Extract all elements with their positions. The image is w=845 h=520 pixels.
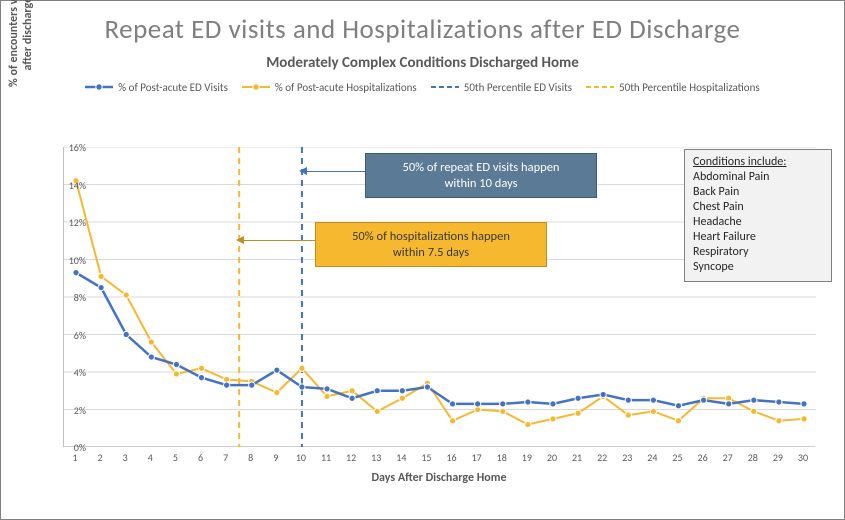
y-tick-label: 4% bbox=[56, 366, 86, 379]
y-tick-label: 14% bbox=[56, 179, 86, 192]
x-tick-label: 22 bbox=[593, 451, 611, 464]
y-tick-label: 8% bbox=[56, 291, 86, 304]
y-tick-label: 16% bbox=[56, 141, 86, 154]
conditions-list: Abdominal PainBack PainChest PainHeadach… bbox=[693, 170, 823, 275]
x-tick-label: 9 bbox=[267, 451, 285, 464]
x-tick-label: 7 bbox=[217, 451, 235, 464]
x-tick-label: 19 bbox=[518, 451, 536, 464]
x-tick-label: 1 bbox=[66, 451, 84, 464]
x-tick-label: 11 bbox=[317, 451, 335, 464]
y-tick-label: 2% bbox=[56, 404, 86, 417]
y-tick-label: 12% bbox=[56, 216, 86, 229]
x-tick-label: 21 bbox=[568, 451, 586, 464]
line-marker-icon bbox=[85, 80, 113, 94]
x-tick-label: 23 bbox=[618, 451, 636, 464]
legend-item-p50-hosp: 50th Percentile Hospitalizations bbox=[586, 80, 760, 94]
x-tick-label: 16 bbox=[443, 451, 461, 464]
x-tick-label: 25 bbox=[668, 451, 686, 464]
conditions-item: Respiratory bbox=[693, 245, 823, 260]
x-tick-label: 30 bbox=[794, 451, 812, 464]
conditions-item: Headache bbox=[693, 215, 823, 230]
legend-item-p50-ed: 50th Percentile ED Visits bbox=[431, 80, 572, 94]
callout-hospitalizations: 50% of hospitalizations happen within 7.… bbox=[315, 222, 547, 267]
legend-label: % of Post-acute Hospitalizations bbox=[275, 81, 417, 94]
x-tick-label: 27 bbox=[719, 451, 737, 464]
main-title: Repeat ED visits and Hospitalizations af… bbox=[1, 1, 844, 48]
x-tick-label: 18 bbox=[493, 451, 511, 464]
conditions-title: Conditions include: bbox=[693, 155, 823, 170]
line-marker-icon bbox=[242, 80, 270, 94]
x-tick-label: 8 bbox=[242, 451, 260, 464]
legend-label: 50th Percentile Hospitalizations bbox=[619, 81, 760, 94]
x-tick-label: 14 bbox=[392, 451, 410, 464]
dashed-line-icon bbox=[431, 80, 459, 94]
y-tick-label: 6% bbox=[56, 329, 86, 342]
x-tick-label: 28 bbox=[744, 451, 762, 464]
chart-subtitle: Moderately Complex Conditions Discharged… bbox=[1, 48, 844, 76]
conditions-item: Back Pain bbox=[693, 185, 823, 200]
x-axis-label: Days After Discharge Home bbox=[63, 471, 815, 485]
x-tick-label: 29 bbox=[769, 451, 787, 464]
x-tick-label: 13 bbox=[367, 451, 385, 464]
x-tick-label: 24 bbox=[643, 451, 661, 464]
y-axis-label: % of encounters within 30 Days after dis… bbox=[7, 0, 36, 159]
legend-item-ed-visits: % of Post-acute ED Visits bbox=[85, 80, 228, 94]
x-tick-label: 10 bbox=[292, 451, 310, 464]
x-tick-label: 4 bbox=[141, 451, 159, 464]
conditions-box: Conditions include: Abdominal PainBack P… bbox=[684, 149, 832, 282]
x-tick-label: 6 bbox=[192, 451, 210, 464]
x-tick-label: 15 bbox=[417, 451, 435, 464]
conditions-item: Abdominal Pain bbox=[693, 170, 823, 185]
x-tick-label: 17 bbox=[468, 451, 486, 464]
conditions-item: Chest Pain bbox=[693, 200, 823, 215]
x-tick-label: 20 bbox=[543, 451, 561, 464]
x-tick-label: 5 bbox=[166, 451, 184, 464]
dashed-line-icon bbox=[586, 80, 614, 94]
x-tick-label: 2 bbox=[91, 451, 109, 464]
legend-label: 50th Percentile ED Visits bbox=[464, 81, 572, 94]
conditions-item: Heart Failure bbox=[693, 230, 823, 245]
legend: % of Post-acute ED Visits % of Post-acut… bbox=[1, 76, 844, 98]
x-tick-label: 12 bbox=[342, 451, 360, 464]
legend-item-hospitalizations: % of Post-acute Hospitalizations bbox=[242, 80, 417, 94]
callout-ed-visits: 50% of repeat ED visits happen within 10… bbox=[365, 153, 597, 198]
legend-label: % of Post-acute ED Visits bbox=[118, 81, 228, 94]
conditions-item: Syncope bbox=[693, 260, 823, 275]
x-tick-label: 3 bbox=[116, 451, 134, 464]
y-tick-label: 10% bbox=[56, 254, 86, 267]
x-tick-label: 26 bbox=[694, 451, 712, 464]
